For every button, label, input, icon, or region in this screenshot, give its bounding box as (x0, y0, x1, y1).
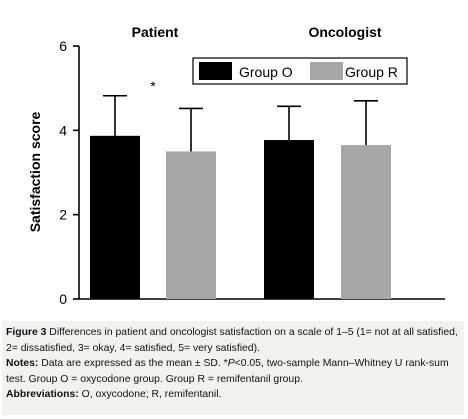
category-labels: Patient Oncologist (132, 24, 382, 40)
abbreviations: Abbreviations: O, oxycodone; R, remifent… (6, 387, 460, 403)
notes-label: Notes: (6, 358, 39, 369)
figure-label: Figure 3 (6, 327, 47, 338)
legend-swatch (199, 62, 232, 80)
notes-text-1: Data are expressed as the mean ± SD. * (38, 358, 228, 369)
bar-group-o-oncologist (264, 140, 314, 299)
bar-group-r-oncologist (341, 145, 391, 299)
legend-swatch (310, 62, 343, 80)
y-tick-label: 6 (59, 38, 67, 54)
notes-text-2: <0.05, two-sample Mann–Whitney U rank-su… (6, 358, 449, 385)
abbrev-text: O, oxycodone; R, remifentanil. (78, 389, 222, 400)
bars (90, 135, 391, 299)
y-tick-label: 4 (59, 122, 67, 138)
category-label: Oncologist (308, 24, 381, 40)
error-bars (103, 94, 378, 152)
y-axis-label: Satisfaction score (27, 111, 43, 232)
y-tick-label: 0 (59, 291, 67, 307)
bar-chart: 0 2 4 6 Patient Oncologist Group O Group R Sa… (27, 24, 445, 307)
category-label: Patient (132, 24, 179, 40)
y-tick-label: 2 (59, 207, 67, 223)
bar-group-r-patient (166, 151, 216, 299)
legend-label: Group O (239, 64, 293, 80)
bar-group-o-patient (90, 135, 140, 299)
figure-text: Differences in patient and oncologist sa… (6, 327, 458, 354)
notes: Notes: Data are expressed as the mean ± … (6, 356, 460, 387)
notes-p: P (227, 358, 235, 369)
significance-marker: * (150, 78, 156, 94)
figure-caption: Figure 3 Differences in patient and onco… (2, 321, 464, 415)
figure-title: Figure 3 Differences in patient and onco… (6, 325, 460, 356)
legend: Group O Group R (192, 57, 408, 85)
legend-label: Group R (345, 64, 398, 80)
abbrev-label: Abbreviations: (6, 389, 79, 400)
